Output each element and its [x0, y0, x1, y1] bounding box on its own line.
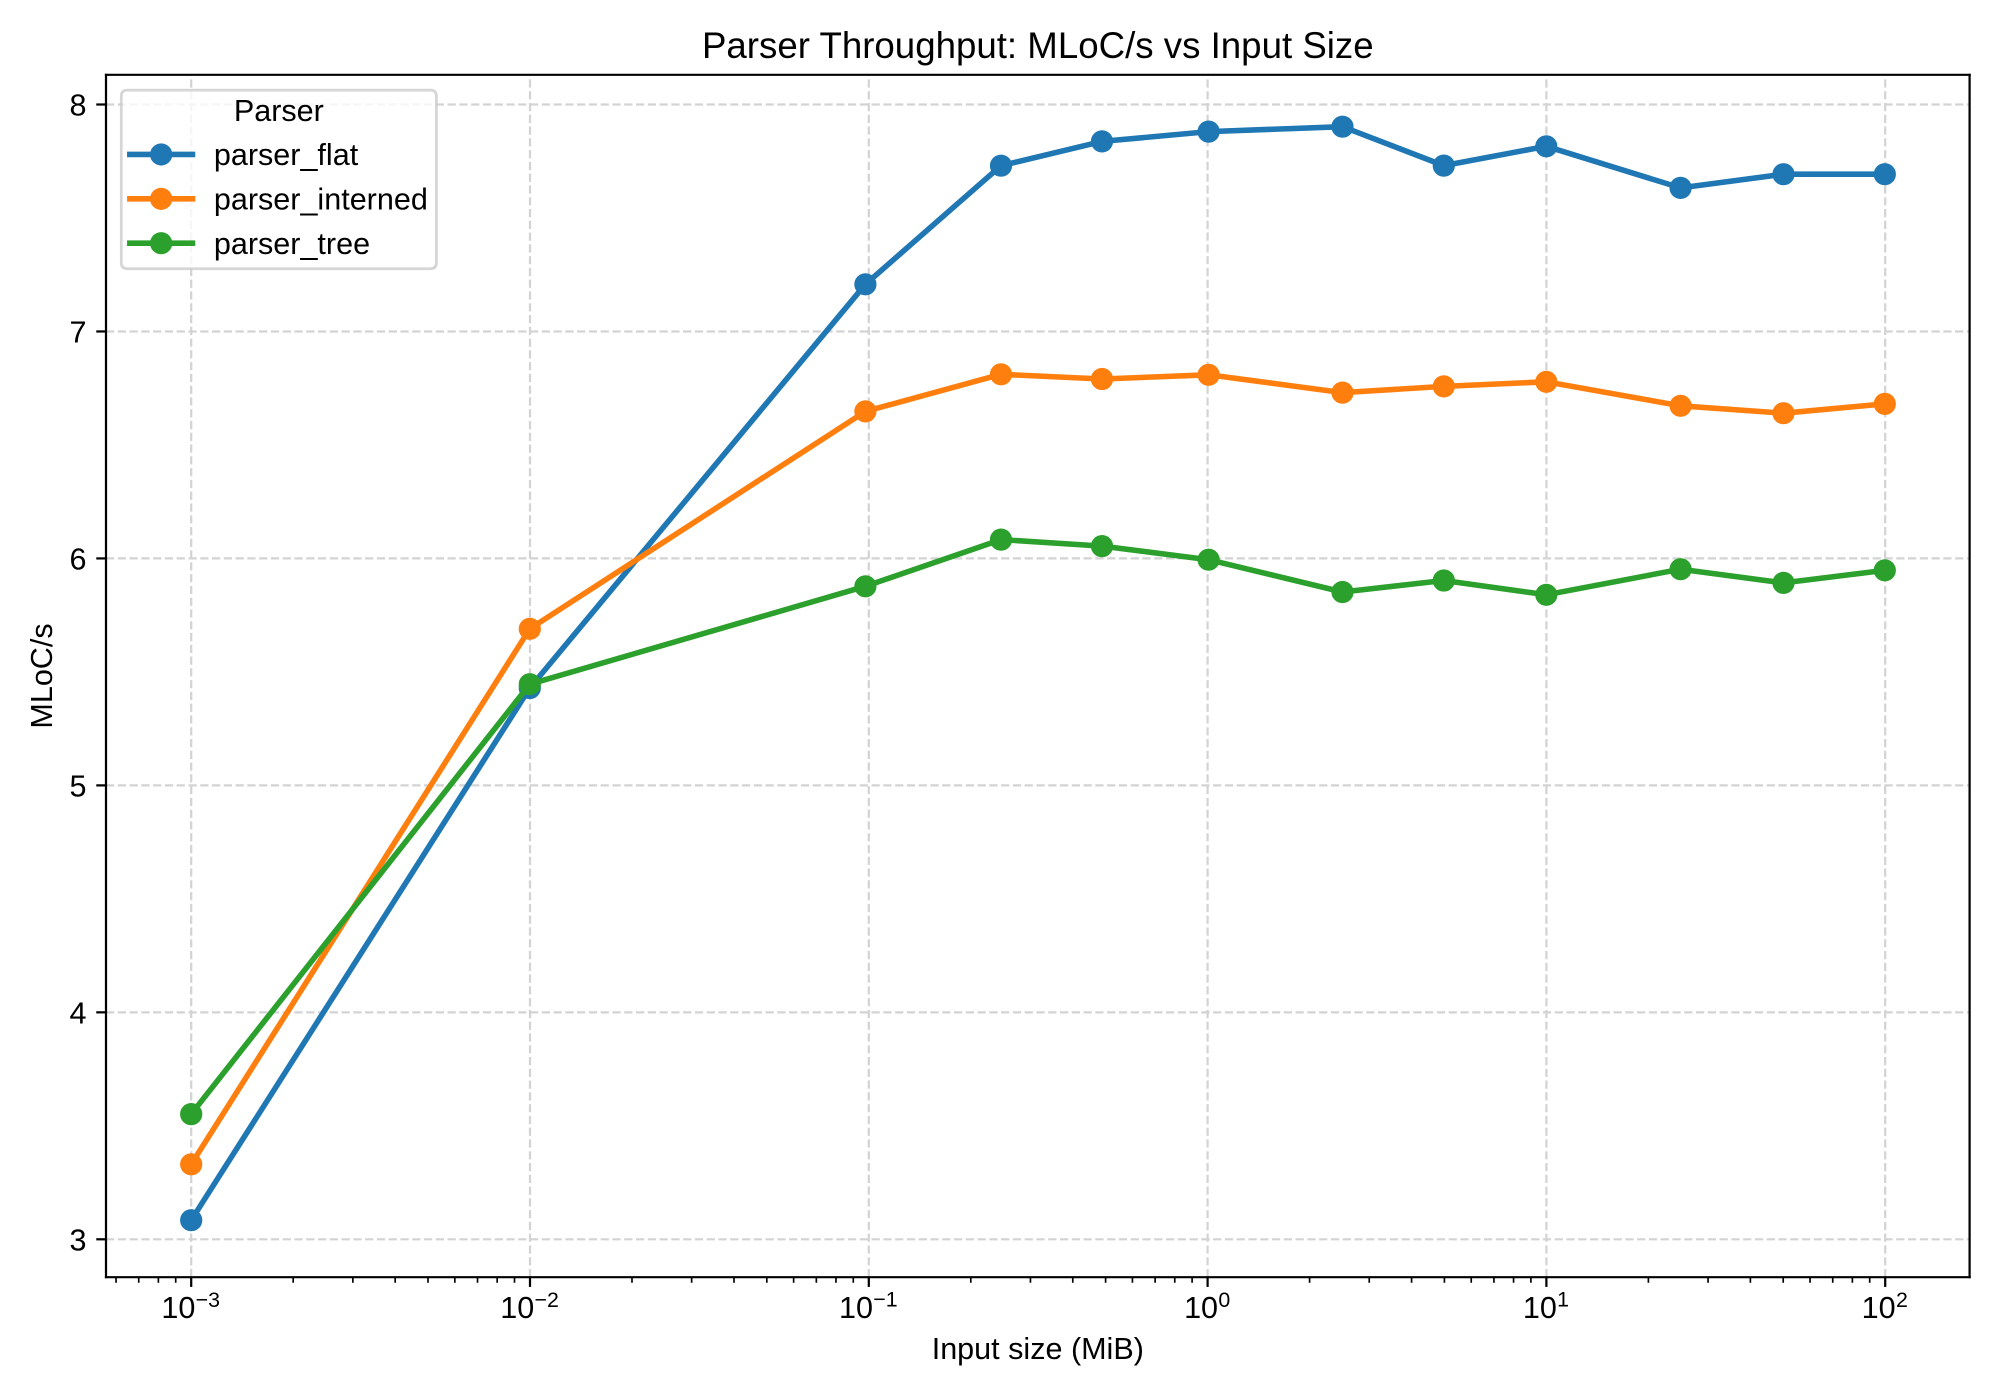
svg-text:Parser: Parser [234, 94, 324, 128]
svg-text:MLoC/s: MLoC/s [25, 623, 59, 728]
svg-text:8: 8 [70, 89, 87, 123]
svg-text:Parser Throughput: MLoC/s vs I: Parser Throughput: MLoC/s vs Input Size [702, 25, 1374, 66]
svg-text:parser_flat: parser_flat [214, 138, 359, 172]
svg-text:1 0 −: 1 0 − 1 [839, 1268, 898, 1328]
svg-text:7: 7 [70, 316, 87, 350]
svg-text:4: 4 [70, 996, 87, 1030]
svg-text:1 0 1: 1 0 1 [1523, 1279, 1569, 1328]
svg-text:1 0 −: 1 0 − 3 [161, 1268, 220, 1328]
svg-text:parser_interned: parser_interned [214, 183, 428, 217]
svg-text:3: 3 [70, 1223, 87, 1257]
svg-text:1 0 −: 1 0 − 2 [500, 1268, 559, 1328]
svg-text:1 0 2: 1 0 2 [1862, 1279, 1908, 1328]
svg-text:parser_tree: parser_tree [214, 227, 370, 261]
svg-text:6: 6 [70, 542, 87, 576]
svg-text:5: 5 [70, 769, 87, 803]
svg-text:1 0 0: 1 0 0 [1184, 1279, 1230, 1328]
svg-text:Input size (MiB): Input size (MiB) [932, 1332, 1144, 1366]
